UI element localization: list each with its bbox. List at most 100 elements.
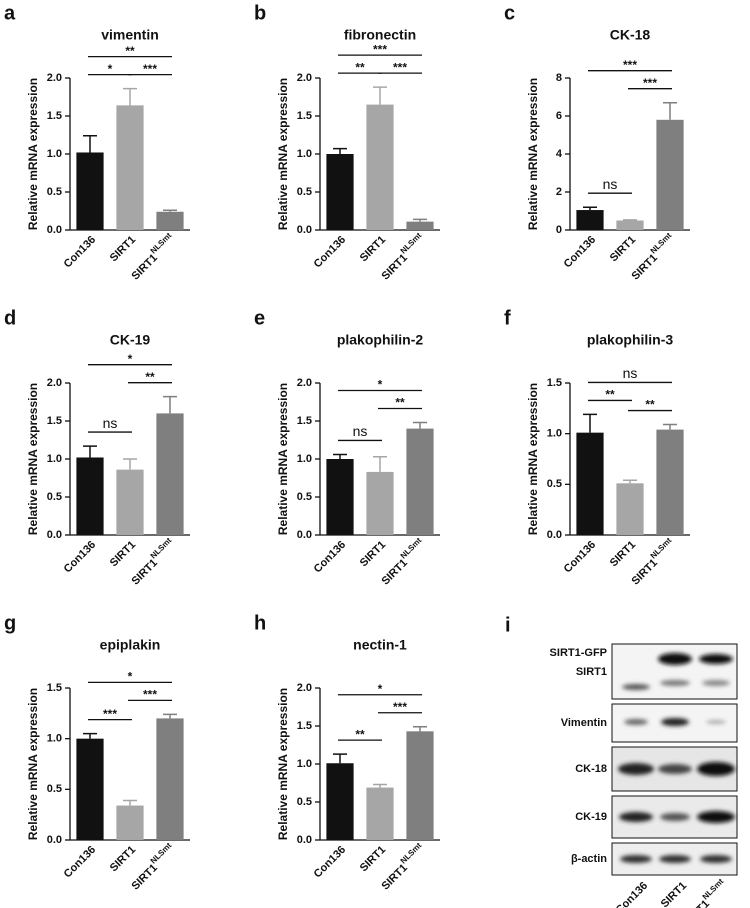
label-text: SIRT1: [108, 234, 139, 265]
bar: [366, 104, 394, 230]
bar-chart: h nectin-1 Relative mRNA expression 0.0 0.5 1…: [254, 612, 440, 892]
y-tick-label: 2.0: [297, 72, 312, 84]
error-bar: [413, 421, 427, 429]
blot-box: [611, 643, 738, 700]
bar: [326, 154, 354, 230]
bar: [616, 220, 644, 230]
label-superscript: NLSmt: [701, 877, 726, 902]
error-bar: [583, 206, 597, 211]
significance-label: **: [395, 396, 405, 410]
significance-label: ***: [393, 700, 407, 714]
label-text: SIRT1: [358, 234, 389, 265]
y-tick-label: 2.0: [47, 377, 62, 389]
chart-title: CK-19: [110, 332, 151, 348]
bar: [76, 738, 104, 840]
error-bar: [333, 453, 347, 459]
error-bar: [123, 458, 137, 470]
label-text: SIRT1: [608, 539, 639, 570]
bar: [366, 471, 394, 535]
y-tick-label: 8: [556, 72, 562, 84]
y-tick-label: 6: [556, 110, 562, 122]
significance-label: *: [108, 62, 113, 76]
y-tick-label: 0.5: [547, 478, 562, 490]
y-tick-label: 1.5: [547, 377, 562, 389]
bar: [116, 805, 144, 840]
y-tick-label: 0.0: [47, 224, 62, 236]
significance-label: ***: [143, 62, 157, 76]
label-text: SIRT1: [659, 880, 690, 908]
label-text: SIRT1: [358, 539, 389, 570]
significance-label: ns: [623, 365, 638, 381]
y-tick-label: 0.5: [47, 491, 62, 503]
significance-label: **: [605, 388, 615, 402]
label-superscript: NLSmt: [649, 536, 674, 561]
y-tick-label: 1.5: [297, 415, 312, 427]
error-bar: [83, 445, 97, 458]
panel-letter: b: [254, 2, 266, 24]
y-tick-label: 2.0: [47, 72, 62, 84]
bar: [76, 152, 104, 230]
panel-letter: g: [4, 612, 16, 634]
significance-label: ***: [393, 60, 407, 74]
error-bar: [333, 753, 347, 764]
label-text: SIRT1: [358, 844, 389, 875]
label-text: SIRT1: [379, 862, 410, 893]
error-bar: [373, 455, 387, 472]
label-text: SIRT1: [608, 234, 639, 265]
x-tick-label: SIRT1: [608, 234, 639, 265]
y-axis-label: Relative mRNA expression: [276, 688, 290, 840]
x-tick-label: Con136: [62, 539, 99, 576]
bar: [406, 731, 434, 840]
significance-label: ***: [643, 76, 657, 90]
error-bar: [413, 726, 427, 732]
bar: [116, 469, 144, 535]
label-superscript: NLSmt: [649, 231, 674, 256]
y-tick-label: 1.0: [297, 758, 312, 770]
row-label: Vimentin: [561, 717, 608, 729]
x-tick-label: SIRT1: [108, 539, 139, 570]
y-tick-label: 0.5: [47, 186, 62, 198]
x-tick-label: SIRT1: [108, 234, 139, 265]
row-label: SIRT1-GFP: [550, 647, 607, 659]
panel-letter: f: [504, 307, 511, 329]
label-superscript: NLSmt: [149, 536, 174, 561]
label-text: SIRT1: [379, 252, 410, 283]
label-superscript: NLSmt: [399, 536, 424, 561]
label-superscript: NLSmt: [399, 841, 424, 866]
significance-label: **: [355, 727, 365, 741]
panel-letter: h: [254, 612, 266, 634]
y-axis-label: Relative mRNA expression: [26, 78, 40, 230]
significance-label: *: [378, 682, 383, 696]
y-tick-label: 0.5: [297, 796, 312, 808]
y-axis-label: Relative mRNA expression: [526, 78, 540, 230]
row-label: CK-18: [575, 763, 607, 775]
y-tick-label: 0.5: [47, 783, 62, 795]
y-axis-label: Relative mRNA expression: [276, 383, 290, 535]
bar: [156, 211, 184, 230]
bar-chart: c CK-18 Relative mRNA expression 0 2 4 6 8 Con13…: [504, 2, 690, 282]
y-tick-label: 1.5: [47, 682, 62, 694]
y-tick-label: 1.0: [297, 453, 312, 465]
y-tick-label: 0: [556, 224, 562, 236]
x-tick-label: Con136: [312, 844, 349, 881]
bar: [576, 432, 604, 535]
label-text: SIRT1: [108, 844, 139, 875]
label-text: Con136: [62, 539, 99, 576]
bar: [656, 119, 684, 230]
y-tick-label: 0.0: [547, 529, 562, 541]
label-text: Con136: [312, 234, 349, 271]
x-tick-label: SIRT1NLSmt: [679, 877, 731, 908]
bar: [116, 105, 144, 230]
error-bar: [373, 86, 387, 105]
x-tick-label: SIRT1: [358, 844, 389, 875]
significance-label: ***: [373, 42, 387, 56]
significance-label: *: [128, 670, 133, 684]
error-bar: [373, 783, 387, 788]
row-label: SIRT1: [576, 666, 607, 678]
significance-label: *: [128, 352, 133, 366]
significance-label: **: [645, 398, 655, 412]
label-text: SIRT1: [629, 252, 660, 283]
error-bar: [583, 413, 597, 433]
y-tick-label: 1.0: [297, 148, 312, 160]
label-text: SIRT1: [129, 862, 160, 893]
